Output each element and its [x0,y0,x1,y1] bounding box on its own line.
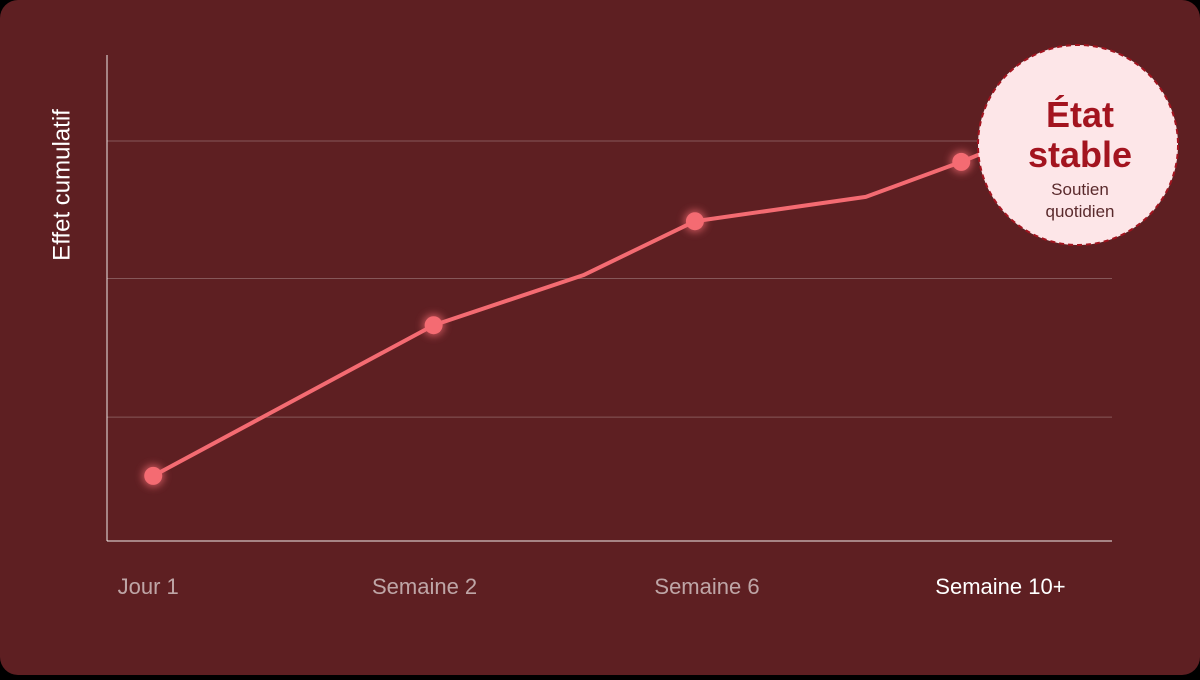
marker [685,212,704,231]
x-tick-label: Jour 1 [118,574,179,599]
marker [144,466,163,485]
badge: État stable Soutien quotidien [977,44,1179,246]
x-tick-label: Semaine 6 [654,574,759,599]
y-axis-label: Effet cumulatif [48,109,75,261]
badge-title: État stable [1028,94,1132,175]
x-tick-label: Semaine 2 [372,574,477,599]
badge-subtitle: Soutien quotidien [1045,180,1114,221]
x-tick-label: Semaine 10+ [935,574,1065,599]
badge-circle [977,44,1179,246]
plot-area: Jour 1 Semaine 2 Semaine 6 Semaine 10+ [106,55,1112,599]
marker [424,316,443,335]
marker [952,152,971,171]
